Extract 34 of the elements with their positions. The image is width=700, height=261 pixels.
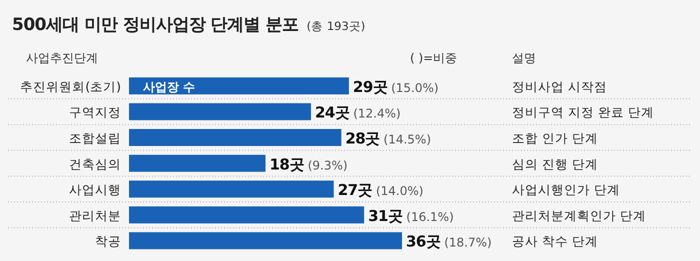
y-axis-title: 사업추진단계 <box>26 51 98 65</box>
data-label: 24곳 (12.4%) <box>315 104 401 122</box>
text: 관리처분계획인가 단계 <box>512 208 646 223</box>
bar <box>129 154 266 172</box>
chart-title: 500세대 미만 정비사업장 단계별 분포 <box>12 15 300 35</box>
data-label: 36곳 (18.7%) <box>406 232 492 251</box>
chart-subtitle: (총 193곳) <box>306 19 366 33</box>
y-tick-label: 조합설립 <box>69 130 121 146</box>
y-tick-label: 관리처분 <box>69 208 121 223</box>
data-label: 27곳 (14.0%) <box>338 181 424 200</box>
y-tick-label: 사업시행 <box>69 182 121 198</box>
text: ( )=비중 <box>410 51 458 65</box>
bar <box>129 232 402 250</box>
data-label: 31곳 (16.1%) <box>368 206 454 225</box>
text: 정비구역 지정 완료 단계 <box>512 104 654 120</box>
text: 설명 <box>512 51 536 65</box>
bar <box>129 103 311 120</box>
text: 공사 착수 단계 <box>512 234 598 249</box>
data-label: 29곳 (15.0%) <box>352 78 439 96</box>
bar <box>129 129 342 146</box>
text: 사업시행인가 단계 <box>512 182 620 198</box>
y-tick-label: 구역지정 <box>69 104 121 120</box>
y-tick-label: 추진위원회(초기) <box>20 78 121 94</box>
text: 정비사업 시작점 <box>512 78 607 94</box>
data-label: 18곳 (9.3%) <box>270 155 348 174</box>
bar <box>129 206 364 224</box>
y-tick-label: 착공 <box>95 234 121 249</box>
series-label: 사업장 수 <box>143 80 196 94</box>
bar <box>129 77 349 94</box>
text: 심의 진행 단계 <box>512 156 598 172</box>
y-tick-label: 건축심의 <box>69 156 121 172</box>
bar <box>129 180 334 198</box>
data-label: 28곳 (14.5%) <box>345 130 432 148</box>
text: 조합 인가 단계 <box>512 130 598 146</box>
